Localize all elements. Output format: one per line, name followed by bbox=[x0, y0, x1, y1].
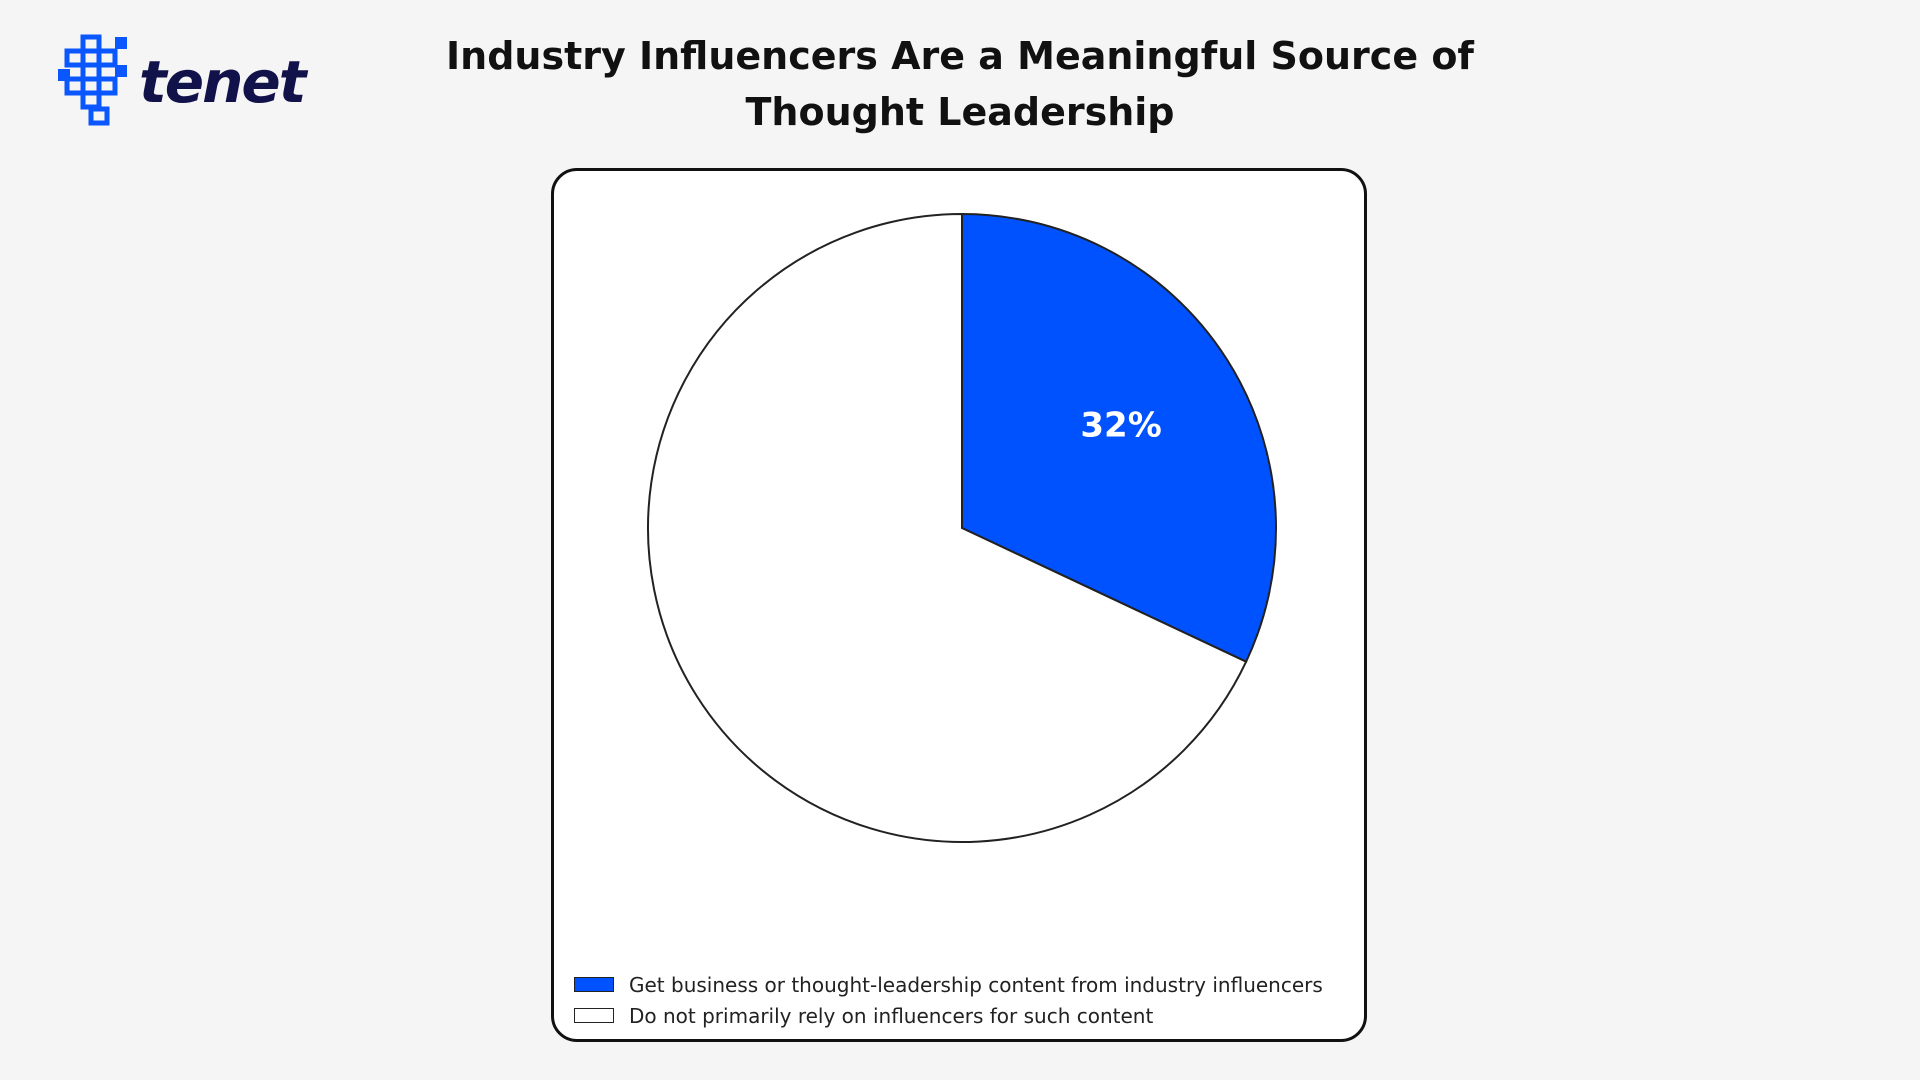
pie-slice-label-0: 32% bbox=[1080, 406, 1161, 446]
legend-swatch-influencers bbox=[574, 977, 614, 992]
legend-item-no-influencers: Do not primarily rely on influencers for… bbox=[574, 1000, 1323, 1031]
pie-slice-1 bbox=[647, 212, 1248, 843]
chart-legend: Get business or thought-leadership conte… bbox=[574, 969, 1323, 1031]
legend-label-influencers: Get business or thought-leadership conte… bbox=[629, 972, 1323, 997]
tenet-logo-icon bbox=[58, 34, 127, 126]
pie-chart: 32% bbox=[647, 212, 1277, 843]
brand-name: tenet bbox=[139, 48, 306, 116]
legend-label-no-influencers: Do not primarily rely on influencers for… bbox=[629, 1003, 1154, 1028]
pie-slice-0 bbox=[961, 212, 1277, 664]
chart-card: 32% Get business or thought-leadership c… bbox=[551, 168, 1367, 1042]
chart-title: Industry Influencers Are a Meaningful So… bbox=[446, 34, 1474, 134]
brand-logo: tenet bbox=[55, 34, 306, 130]
legend-swatch-no-influencers bbox=[574, 1008, 614, 1023]
legend-item-influencers: Get business or thought-leadership conte… bbox=[574, 969, 1323, 1000]
